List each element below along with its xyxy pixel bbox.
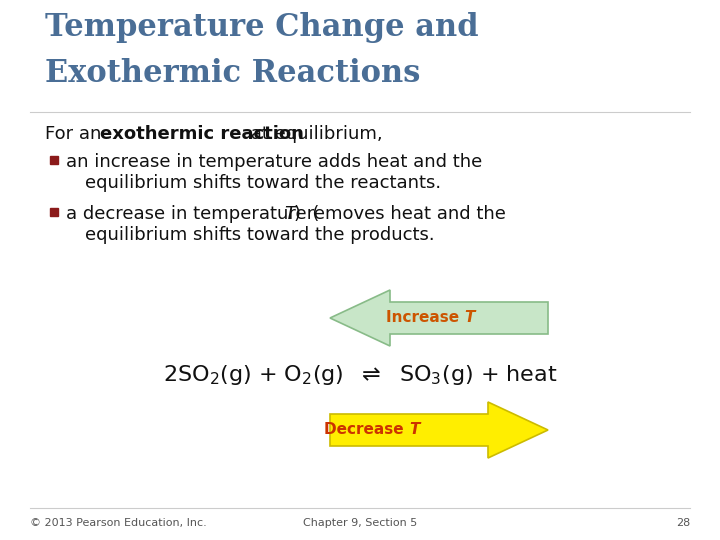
Text: T: T	[464, 310, 474, 326]
Text: © 2013 Pearson Education, Inc.: © 2013 Pearson Education, Inc.	[30, 518, 207, 528]
Text: Increase: Increase	[386, 310, 464, 326]
Text: 2SO$_2$(g) + O$_2$(g)  $\rightleftharpoons$  SO$_3$(g) + heat: 2SO$_2$(g) + O$_2$(g) $\rightleftharpoon…	[163, 363, 557, 387]
Text: Temperature Change and: Temperature Change and	[45, 12, 479, 43]
Text: exothermic reaction: exothermic reaction	[100, 125, 304, 143]
Text: 28: 28	[676, 518, 690, 528]
Text: an increase in temperature adds heat and the: an increase in temperature adds heat and…	[66, 153, 482, 171]
Text: For an: For an	[45, 125, 107, 143]
Bar	[50, 208, 58, 216]
Text: T: T	[284, 205, 295, 223]
Text: ) removes heat and the: ) removes heat and the	[294, 205, 506, 223]
Text: equilibrium shifts toward the products.: equilibrium shifts toward the products.	[85, 226, 435, 244]
Bar	[50, 156, 58, 164]
Text: equilibrium shifts toward the reactants.: equilibrium shifts toward the reactants.	[85, 174, 441, 192]
Text: T: T	[409, 422, 419, 437]
Text: at equilibrium,: at equilibrium,	[245, 125, 382, 143]
Polygon shape	[330, 290, 548, 346]
Text: Exothermic Reactions: Exothermic Reactions	[45, 58, 420, 89]
Text: Chapter 9, Section 5: Chapter 9, Section 5	[303, 518, 417, 528]
Text: a decrease in temperature (: a decrease in temperature (	[66, 205, 320, 223]
Text: Decrease: Decrease	[324, 422, 409, 437]
Polygon shape	[330, 402, 548, 458]
